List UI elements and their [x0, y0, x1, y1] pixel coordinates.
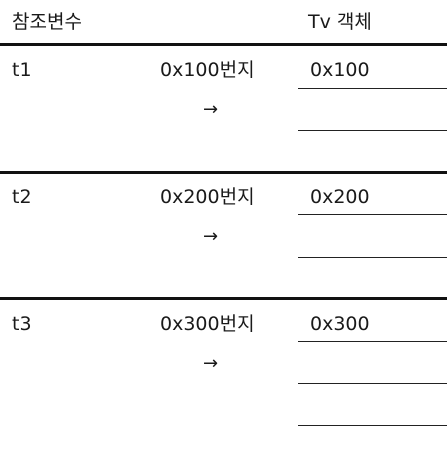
address-t1: 0x100번지 [160, 59, 255, 81]
arrow-icon: → [203, 99, 219, 120]
object-divider [298, 214, 447, 215]
object-value-t3: 0x300 [310, 313, 370, 335]
header-reference-variable: 참조변수 [12, 11, 82, 33]
object-divider [298, 88, 447, 89]
ref-var-t3: t3 [12, 313, 32, 335]
object-divider [298, 257, 447, 258]
arrow-icon: → [203, 226, 219, 247]
object-divider [298, 425, 447, 426]
row-divider [0, 297, 447, 300]
address-t3: 0x300번지 [160, 313, 255, 335]
row-divider [0, 171, 447, 174]
header-tv-object: Tv 객체 [308, 11, 372, 33]
header-divider [0, 43, 447, 46]
arrow-icon: → [203, 353, 219, 374]
object-divider [298, 130, 447, 131]
ref-var-t2: t2 [12, 186, 32, 208]
address-t2: 0x200번지 [160, 186, 255, 208]
object-value-t2: 0x200 [310, 186, 370, 208]
object-divider [298, 341, 447, 342]
ref-var-t1: t1 [12, 59, 32, 81]
object-value-t1: 0x100 [310, 59, 370, 81]
object-divider [298, 383, 447, 384]
